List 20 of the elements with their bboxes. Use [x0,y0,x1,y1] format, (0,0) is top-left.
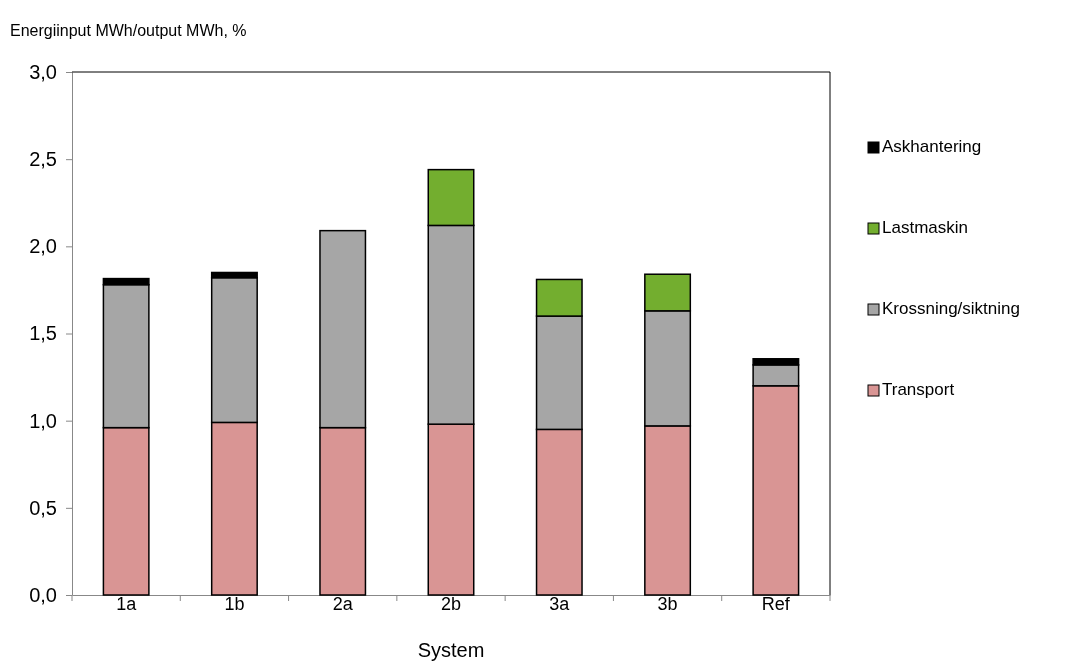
y-tick-label: 3,0 [29,60,57,83]
x-axis-title: System [417,639,485,661]
legend-label: Transport [882,380,955,399]
x-tick-label: 1b [224,594,245,614]
y-tick-label: 0,5 [29,496,57,519]
y-tick-label: 1,5 [29,322,57,345]
x-tick-label: 3b [657,594,678,614]
y-axis-title: Energiinput MWh/output MWh, % [10,22,247,39]
legend-label: Askhantering [882,137,982,156]
y-tick-label: 0,0 [29,583,57,606]
x-tick-label: 2a [332,594,354,614]
y-tick-label: 2,0 [29,235,57,258]
x-tick-label: 2b [440,594,462,614]
x-tick-label: 1a [116,594,138,614]
x-tick-label: Ref [761,594,791,614]
y-tick-label: 1,0 [29,409,57,432]
legend-label: Lastmaskin [882,218,968,237]
y-tick-label: 2,5 [29,148,57,171]
x-tick-label: 3a [549,594,571,614]
legend-label: Krossning/siktning [882,299,1020,318]
